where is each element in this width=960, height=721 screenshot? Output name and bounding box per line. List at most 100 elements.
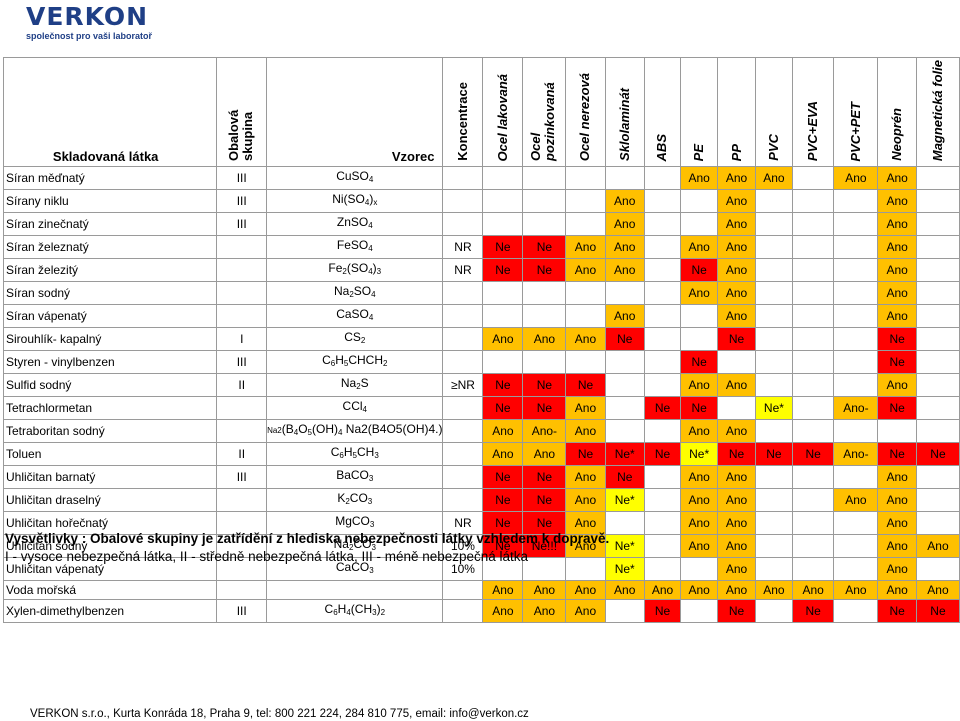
formula: K2CO3 <box>266 488 444 513</box>
resistance-cell <box>791 189 835 214</box>
resistance-cell: Ne <box>482 258 524 283</box>
resistance-cell: Ano <box>565 327 606 352</box>
concentration: 10% <box>442 534 484 559</box>
packing-group: II <box>216 442 268 467</box>
concentration: NR <box>442 258 484 283</box>
resistance-cell: Ano <box>717 166 756 191</box>
resistance-cell: Ano <box>754 166 793 191</box>
resistance-cell: Ano <box>833 580 879 601</box>
resistance-cell <box>754 419 793 444</box>
concentration <box>442 488 484 513</box>
resistance-cell: Ne <box>680 350 719 375</box>
resistance-cell: Ne <box>680 258 719 283</box>
table-row: Xylen-dimethylbenzen III C6H4(CH3)2 Ano Ano A… <box>2 599 960 624</box>
header-mat-6: PP <box>717 56 756 168</box>
resistance-cell <box>915 396 960 421</box>
resistance-cell: Ne <box>877 327 917 352</box>
substance-name: Sulfid sodný <box>2 373 218 398</box>
resistance-cell <box>522 557 567 582</box>
resistance-cell <box>643 235 682 260</box>
substance-name: Tetrachlormetan <box>2 396 218 421</box>
resistance-cell: Ano <box>482 327 524 352</box>
resistance-cell <box>604 599 645 624</box>
resistance-cell <box>833 189 879 214</box>
packing-group: III <box>216 350 268 375</box>
substance-name: Uhličitan hořečnatý <box>2 511 218 536</box>
concentration <box>442 212 484 237</box>
packing-group <box>216 580 268 601</box>
substance-name: Styren - vinylbenzen <box>2 350 218 375</box>
resistance-cell <box>754 350 793 375</box>
resistance-cell <box>565 166 606 191</box>
resistance-cell <box>791 166 835 191</box>
resistance-cell: Ano <box>604 304 645 329</box>
resistance-cell: Ne <box>643 599 682 624</box>
resistance-cell <box>680 304 719 329</box>
formula: BaCO3 <box>266 465 444 490</box>
substance-name: Voda mořská <box>2 580 218 601</box>
resistance-cell: Ano <box>717 419 756 444</box>
resistance-cell: Ano <box>717 189 756 214</box>
resistance-cell <box>754 488 793 513</box>
table-row: Síran zinečnatý III ZnSO4 Ano Ano Ano <box>2 212 960 237</box>
resistance-cell <box>565 557 606 582</box>
packing-group: III <box>216 189 268 214</box>
resistance-cell <box>833 350 879 375</box>
packing-group <box>216 235 268 260</box>
resistance-cell <box>833 511 879 536</box>
resistance-cell: Ano <box>717 281 756 306</box>
resistance-cell: Ne <box>522 488 567 513</box>
formula: C6H4(CH3)2 <box>266 599 444 624</box>
resistance-cell: Ne* <box>604 534 645 559</box>
table-row: Síran železnatý FeSO4 NR Ne Ne Ano Ano Ano Ano An… <box>2 235 960 260</box>
substance-name: Síran zinečnatý <box>2 212 218 237</box>
resistance-cell <box>915 281 960 306</box>
header-mat-11: Magnetická folie <box>915 56 960 168</box>
resistance-cell <box>915 373 960 398</box>
formula: Na2(B4O5(OH)4 Na2(B4O5(OH)4.) <box>266 419 444 444</box>
formula: CaCO3 <box>266 557 444 582</box>
substance-name: Toluen <box>2 442 218 467</box>
resistance-cell: Ano <box>565 511 606 536</box>
resistance-cell: Ano <box>565 488 606 513</box>
resistance-cell: Ano- <box>833 442 879 467</box>
packing-group: II <box>216 373 268 398</box>
resistance-cell: Ne <box>877 442 917 467</box>
resistance-cell <box>791 258 835 283</box>
resistance-cell <box>791 304 835 329</box>
resistance-cell <box>915 465 960 490</box>
resistance-cell: Ne <box>680 396 719 421</box>
concentration <box>442 189 484 214</box>
resistance-cell: Ne <box>565 442 606 467</box>
resistance-cell <box>915 189 960 214</box>
substance-name: Uhličitan draselný <box>2 488 218 513</box>
resistance-cell <box>680 557 719 582</box>
resistance-cell <box>643 373 682 398</box>
resistance-cell <box>643 212 682 237</box>
resistance-cell <box>791 557 835 582</box>
resistance-cell: Ano <box>565 599 606 624</box>
resistance-cell <box>915 166 960 191</box>
concentration <box>442 281 484 306</box>
resistance-cell: Ano <box>877 212 917 237</box>
concentration <box>442 396 484 421</box>
resistance-cell <box>717 350 756 375</box>
resistance-cell: Ano <box>482 580 524 601</box>
substance-name: Síran sodný <box>2 281 218 306</box>
table-row: Sirouhlík- kapalný I CS2 Ano Ano Ano Ne Ne Ne <box>2 327 960 352</box>
packing-group: III <box>216 212 268 237</box>
resistance-cell <box>565 189 606 214</box>
resistance-cell <box>915 419 960 444</box>
resistance-cell <box>754 212 793 237</box>
logo-tagline: společnost pro vaši laboratoř <box>26 31 153 41</box>
substance-name: Tetraboritan sodný <box>2 419 218 444</box>
resistance-cell: Ano <box>717 511 756 536</box>
formula: Ni(SO4)x <box>266 189 444 214</box>
resistance-cell: Ano <box>717 557 756 582</box>
header-mat-4: ABS <box>643 56 682 168</box>
resistance-cell: Ano <box>877 235 917 260</box>
resistance-cell: Ano <box>604 580 645 601</box>
resistance-cell <box>833 258 879 283</box>
resistance-cell <box>522 166 567 191</box>
concentration <box>442 327 484 352</box>
